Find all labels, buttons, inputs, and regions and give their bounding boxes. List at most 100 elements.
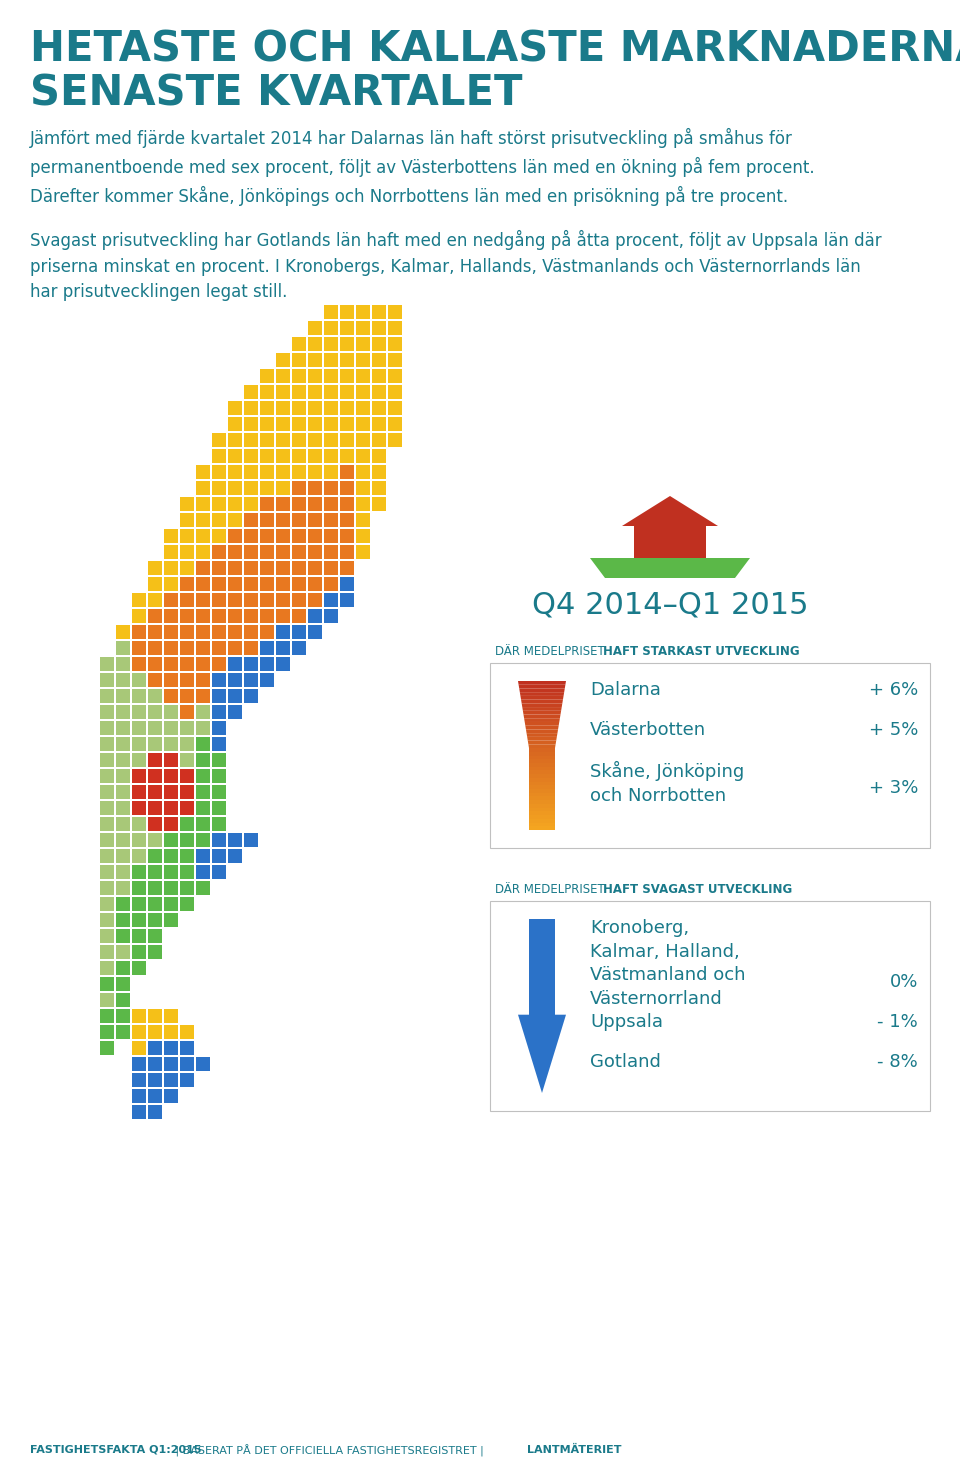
Text: Uppsala: Uppsala — [590, 1013, 663, 1030]
Text: - 1%: - 1% — [877, 1013, 918, 1030]
Bar — [308, 497, 322, 511]
Bar — [116, 674, 130, 687]
Bar — [260, 641, 274, 654]
Bar — [308, 417, 322, 430]
Bar — [308, 385, 322, 399]
Polygon shape — [527, 737, 557, 740]
Bar — [244, 481, 258, 495]
Bar — [116, 753, 130, 766]
Bar — [260, 368, 274, 383]
Bar — [244, 513, 258, 528]
Bar — [372, 321, 386, 335]
Polygon shape — [518, 1014, 566, 1094]
Bar — [276, 352, 290, 367]
Bar — [260, 529, 274, 542]
Bar — [228, 849, 242, 862]
Bar — [180, 1024, 194, 1039]
Bar — [212, 529, 226, 542]
Bar — [260, 657, 274, 671]
Bar — [388, 305, 402, 318]
Bar — [228, 833, 242, 848]
Bar — [148, 657, 162, 671]
Bar — [164, 641, 178, 654]
Bar — [116, 865, 130, 879]
Bar — [100, 753, 114, 766]
Polygon shape — [529, 786, 555, 789]
Bar — [212, 545, 226, 559]
Bar — [212, 625, 226, 640]
Text: HAFT SVAGAST UTVECKLING: HAFT SVAGAST UTVECKLING — [603, 883, 792, 896]
Bar — [244, 385, 258, 399]
Bar — [132, 609, 146, 624]
Bar — [196, 625, 210, 640]
Bar — [116, 721, 130, 736]
Bar — [372, 305, 386, 318]
Bar — [180, 576, 194, 591]
Bar — [164, 817, 178, 831]
Bar — [308, 609, 322, 624]
Bar — [180, 800, 194, 815]
Bar — [196, 1057, 210, 1072]
Text: SENASTE KVARTALET: SENASTE KVARTALET — [30, 72, 522, 113]
Bar — [324, 385, 338, 399]
Bar — [100, 929, 114, 943]
Bar — [100, 657, 114, 671]
Bar — [244, 609, 258, 624]
Bar — [164, 721, 178, 736]
Bar — [244, 529, 258, 542]
Bar — [372, 385, 386, 399]
Bar — [292, 464, 306, 479]
Bar — [116, 977, 130, 991]
Bar — [148, 705, 162, 719]
Bar — [148, 1073, 162, 1086]
Bar — [276, 625, 290, 640]
Bar — [148, 865, 162, 879]
Text: + 5%: + 5% — [869, 721, 918, 738]
Bar — [340, 576, 354, 591]
Bar — [212, 497, 226, 511]
Bar — [212, 786, 226, 799]
Bar — [132, 929, 146, 943]
Bar — [164, 674, 178, 687]
Bar — [308, 625, 322, 640]
Bar — [196, 833, 210, 848]
Bar — [164, 800, 178, 815]
Bar — [372, 352, 386, 367]
Text: HETASTE OCH KALLASTE MARKNADERNA: HETASTE OCH KALLASTE MARKNADERNA — [30, 28, 960, 69]
Bar — [340, 529, 354, 542]
Polygon shape — [520, 696, 564, 700]
Polygon shape — [518, 685, 565, 688]
Polygon shape — [529, 796, 555, 800]
Bar — [148, 929, 162, 943]
Bar — [180, 674, 194, 687]
Bar — [196, 513, 210, 528]
Bar — [100, 833, 114, 848]
Polygon shape — [529, 827, 555, 830]
Bar — [276, 450, 290, 463]
Bar — [196, 786, 210, 799]
Polygon shape — [522, 708, 562, 710]
Bar — [340, 352, 354, 367]
Bar — [212, 657, 226, 671]
Bar — [308, 545, 322, 559]
Bar — [132, 817, 146, 831]
Polygon shape — [529, 820, 555, 822]
Bar — [164, 609, 178, 624]
Bar — [148, 721, 162, 736]
Bar — [100, 737, 114, 750]
Bar — [164, 833, 178, 848]
Bar — [100, 1024, 114, 1039]
Bar — [356, 513, 370, 528]
Polygon shape — [529, 764, 555, 766]
Bar — [276, 576, 290, 591]
Bar — [148, 1106, 162, 1119]
Bar — [372, 450, 386, 463]
Bar — [132, 1057, 146, 1072]
Bar — [340, 368, 354, 383]
Bar — [148, 881, 162, 895]
Bar — [148, 1010, 162, 1023]
Bar — [228, 529, 242, 542]
Bar — [100, 881, 114, 895]
Bar — [132, 1106, 146, 1119]
Bar — [372, 401, 386, 416]
